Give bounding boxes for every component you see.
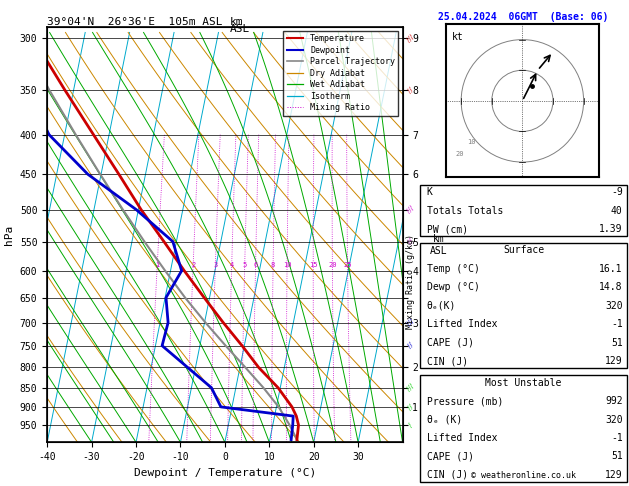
Text: 1.39: 1.39	[599, 224, 623, 234]
Text: Most Unstable: Most Unstable	[486, 378, 562, 388]
Text: 3: 3	[213, 262, 218, 268]
Text: ///: ///	[406, 318, 415, 327]
Y-axis label: km
ASL: km ASL	[430, 235, 448, 256]
Text: CIN (J): CIN (J)	[426, 356, 468, 366]
Text: 25: 25	[343, 262, 352, 268]
Text: 15: 15	[309, 262, 318, 268]
Text: 20: 20	[455, 151, 464, 157]
Text: 320: 320	[605, 415, 623, 425]
Text: CAPE (J): CAPE (J)	[426, 338, 474, 348]
Legend: Temperature, Dewpoint, Parcel Trajectory, Dry Adiabat, Wet Adiabat, Isotherm, Mi: Temperature, Dewpoint, Parcel Trajectory…	[284, 31, 398, 116]
Text: //: //	[406, 342, 415, 349]
Text: Lifted Index: Lifted Index	[426, 319, 497, 330]
Text: © weatheronline.co.uk: © weatheronline.co.uk	[471, 471, 576, 480]
Text: 51: 51	[611, 338, 623, 348]
Text: 6: 6	[253, 262, 258, 268]
Text: km: km	[230, 17, 243, 27]
Y-axis label: hPa: hPa	[4, 225, 14, 244]
Text: 2: 2	[191, 262, 195, 268]
Text: 14.8: 14.8	[599, 282, 623, 293]
Text: CIN (J): CIN (J)	[426, 470, 468, 480]
Text: //: //	[406, 238, 415, 245]
Text: 16.1: 16.1	[599, 264, 623, 274]
Text: /: /	[408, 422, 413, 428]
Text: ASL: ASL	[230, 24, 250, 35]
Text: kt: kt	[452, 32, 464, 42]
Text: 4: 4	[230, 262, 234, 268]
Text: Mixing Ratio (g/kg): Mixing Ratio (g/kg)	[406, 234, 415, 330]
Text: Lifted Index: Lifted Index	[426, 433, 497, 443]
Text: Pressure (mb): Pressure (mb)	[426, 396, 503, 406]
Text: 39°04'N  26°36'E  105m ASL: 39°04'N 26°36'E 105m ASL	[47, 17, 223, 27]
Text: K: K	[426, 187, 433, 197]
Text: 320: 320	[605, 301, 623, 311]
Text: ///: ///	[406, 205, 415, 214]
Text: 40: 40	[611, 206, 623, 216]
Text: PW (cm): PW (cm)	[426, 224, 468, 234]
Text: 129: 129	[605, 470, 623, 480]
Text: Surface: Surface	[503, 245, 544, 256]
Text: 8: 8	[271, 262, 276, 268]
Text: 10: 10	[467, 139, 476, 145]
Text: 1: 1	[155, 262, 159, 268]
Text: ///: ///	[406, 383, 415, 392]
Text: //: //	[406, 86, 415, 94]
Text: 51: 51	[611, 451, 623, 462]
Text: 129: 129	[605, 356, 623, 366]
Text: -1: -1	[611, 319, 623, 330]
Text: θₑ(K): θₑ(K)	[426, 301, 456, 311]
Text: 25.04.2024  06GMT  (Base: 06): 25.04.2024 06GMT (Base: 06)	[438, 12, 609, 22]
Text: θₑ (K): θₑ (K)	[426, 415, 462, 425]
Text: 10: 10	[283, 262, 291, 268]
Text: //: //	[406, 403, 415, 411]
Text: CAPE (J): CAPE (J)	[426, 451, 474, 462]
Text: Temp (°C): Temp (°C)	[426, 264, 479, 274]
X-axis label: Dewpoint / Temperature (°C): Dewpoint / Temperature (°C)	[134, 468, 316, 478]
Text: 992: 992	[605, 396, 623, 406]
Text: Totals Totals: Totals Totals	[426, 206, 503, 216]
Text: ///: ///	[406, 34, 415, 43]
Text: 5: 5	[243, 262, 247, 268]
Text: Dewp (°C): Dewp (°C)	[426, 282, 479, 293]
Text: -1: -1	[611, 433, 623, 443]
Text: -9: -9	[611, 187, 623, 197]
Text: 20: 20	[328, 262, 337, 268]
